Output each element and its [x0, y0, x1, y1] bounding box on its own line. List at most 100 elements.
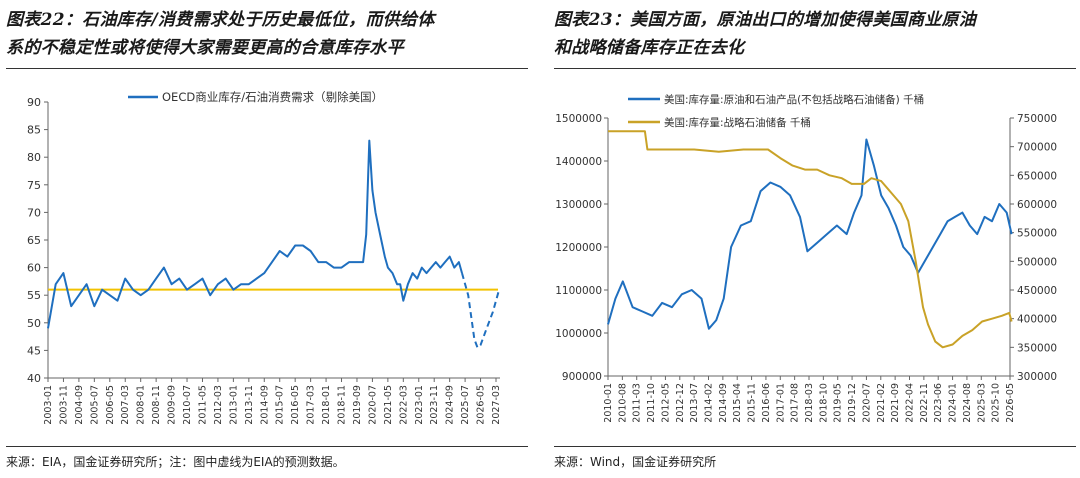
right-y-tick-label: 650000	[1017, 170, 1057, 182]
right-y-tick-label: 350000	[1017, 342, 1057, 354]
x-tick-label: 2010-07	[182, 385, 193, 425]
right-y-tick-label: 450000	[1017, 285, 1057, 297]
left-y-tick-label: 1300000	[555, 199, 602, 211]
x-tick-label: 2022-03	[398, 385, 409, 425]
x-tick-label: 2019-12	[847, 383, 858, 423]
x-tick-label: 2026-05	[476, 385, 487, 425]
x-tick-label: 2018-01	[321, 385, 332, 425]
x-tick-label: 2018-03	[804, 383, 815, 423]
x-tick-label: 2018-10	[818, 383, 829, 423]
x-tick-label: 2013-07	[689, 383, 700, 423]
y-tick-label: 45	[27, 344, 41, 357]
y-tick-label: 50	[27, 317, 41, 330]
x-tick-label: 2021-05	[383, 385, 394, 425]
y-tick-label: 75	[27, 179, 41, 192]
x-tick-label: 2013-11	[244, 385, 255, 425]
x-tick-label: 2024-09	[445, 385, 456, 425]
x-tick-label: 2016-06	[761, 383, 772, 423]
right-y-tick-label: 550000	[1017, 228, 1057, 240]
y-tick-label: 65	[27, 234, 41, 247]
x-tick-label: 2011-03	[632, 383, 643, 423]
x-tick-label: 2024-08	[962, 383, 973, 423]
left-y-tick-label: 900000	[562, 371, 602, 383]
x-tick-label: 2011-05	[197, 385, 208, 425]
x-tick-label: 2011-10	[646, 383, 657, 423]
left-figure-panel: 图表22：石油库存/消费需求处于历史最低位，而供给体 系的不稳定性或将使得大家需…	[6, 6, 528, 469]
x-tick-label: 2021-02	[876, 383, 887, 423]
right-y-tick-label: 750000	[1017, 113, 1057, 125]
commercial-inventory-line	[607, 138, 1013, 330]
y-tick-label: 55	[27, 289, 41, 302]
x-tick-label: 2013-01	[228, 385, 239, 425]
right-figure-panel: 图表23：美国方面，原油出口的增加使得美国商业原油 和战略储备库存正在去化 90…	[548, 0, 1080, 478]
x-tick-label: 2012-12	[675, 383, 686, 423]
right-y-tick-label: 300000	[1017, 371, 1057, 383]
right-y-tick-label: 600000	[1017, 199, 1057, 211]
y-tick-label: 60	[27, 262, 41, 275]
x-tick-label: 2007-03	[120, 385, 131, 425]
x-tick-label: 2023-06	[933, 383, 944, 423]
right-y-tick-label: 700000	[1017, 142, 1057, 154]
x-tick-label: 2023-01	[414, 385, 425, 425]
x-tick-label: 2023-11	[429, 385, 440, 425]
x-tick-label: 2025-07	[460, 385, 471, 425]
x-tick-label: 2025-03	[976, 383, 987, 423]
strategic-reserve-line	[608, 130, 1013, 349]
right-y-tick-label: 500000	[1017, 256, 1057, 268]
legend-label-oecd: OECD商业库存/石油消费需求（剔除美国）	[162, 90, 383, 104]
y-tick-label: 70	[27, 206, 41, 219]
right-figure-title: 图表23：美国方面，原油出口的增加使得美国商业原油 和战略储备库存正在去化	[554, 6, 1074, 62]
x-tick-label: 2014-09	[718, 383, 729, 423]
x-tick-label: 2017-03	[306, 385, 317, 425]
left-y-tick-label: 1000000	[555, 328, 602, 340]
x-tick-label: 2015-11	[747, 383, 758, 423]
x-tick-label: 2021-09	[890, 383, 901, 423]
x-tick-label: 2027-03	[491, 385, 502, 425]
x-tick-label: 2026-05	[1005, 383, 1016, 423]
y-tick-label: 80	[27, 151, 41, 164]
x-tick-label: 2017-01	[775, 383, 786, 423]
x-tick-label: 2006-05	[105, 385, 116, 425]
right-title-line-1: 图表23：美国方面，原油出口的增加使得美国商业原油	[554, 10, 977, 30]
x-tick-label: 2015-07	[275, 385, 286, 425]
oecd-inventory-chart: 40 45 50 55 60 65 70 75 80 85 90 2003-01 2003-11 2004…	[27, 90, 502, 425]
x-tick-label: 2010-08	[617, 383, 628, 423]
left-source-note: 来源：EIA，国金证券研究所；注：图中虚线为EIA的预测数据。	[6, 455, 345, 469]
x-tick-label: 2018-11	[337, 385, 348, 425]
x-tick-label: 2008-11	[151, 385, 162, 425]
x-tick-label: 2005-07	[89, 385, 100, 425]
left-title-line-2: 系的不稳定性或将使得大家需要更高的合意库存水平	[6, 38, 404, 58]
left-y-tick-label: 1500000	[555, 113, 602, 125]
y-tick-label: 40	[27, 372, 41, 385]
x-tick-label: 2003-01	[43, 385, 54, 425]
x-tick-label: 2020-07	[861, 383, 872, 423]
x-tick-label: 2024-01	[948, 383, 959, 423]
left-y-tick-label: 1200000	[555, 242, 602, 254]
x-tick-label: 2004-09	[74, 385, 85, 425]
y-tick-label: 85	[27, 124, 41, 137]
right-bottom-rule	[554, 446, 1076, 447]
left-y-tick-label: 1400000	[555, 156, 602, 168]
right-title-line-2: 和战略储备库存正在去化	[554, 38, 745, 58]
x-tick-label: 2019-09	[352, 385, 363, 425]
x-tick-label: 2022-04	[905, 383, 916, 423]
x-tick-label: 2014-09	[259, 385, 270, 425]
x-tick-label: 2012-03	[213, 385, 224, 425]
legend-label-commercial: 美国:库存量:原油和石油产品(不包括战略石油储备) 千桶	[664, 93, 924, 106]
x-tick-label: 2019-05	[833, 383, 844, 423]
us-inventory-chart: 900000 1000000 1100000 1200000 1300000 140000…	[555, 93, 1057, 423]
x-tick-label: 2003-11	[58, 385, 69, 425]
left-y-tick-label: 1100000	[555, 285, 602, 297]
y-tick-label: 90	[27, 96, 41, 109]
left-top-rule	[6, 68, 528, 69]
left-figure-title: 图表22：石油库存/消费需求处于历史最低位，而供给体 系的不稳定性或将使得大家需…	[6, 6, 526, 62]
legend-label-strategic: 美国:库存量:战略石油储备 千桶	[664, 116, 811, 129]
left-bottom-rule	[6, 446, 528, 447]
x-tick-label: 2010-01	[603, 383, 614, 423]
x-tick-label: 2009-09	[167, 385, 178, 425]
x-tick-label: 2025-10	[991, 383, 1002, 423]
x-tick-label: 2015-04	[732, 383, 743, 423]
x-tick-label: 2016-05	[290, 385, 301, 425]
right-source-note: 来源：Wind，国金证券研究所	[554, 455, 717, 469]
x-tick-label: 2012-05	[660, 383, 671, 423]
